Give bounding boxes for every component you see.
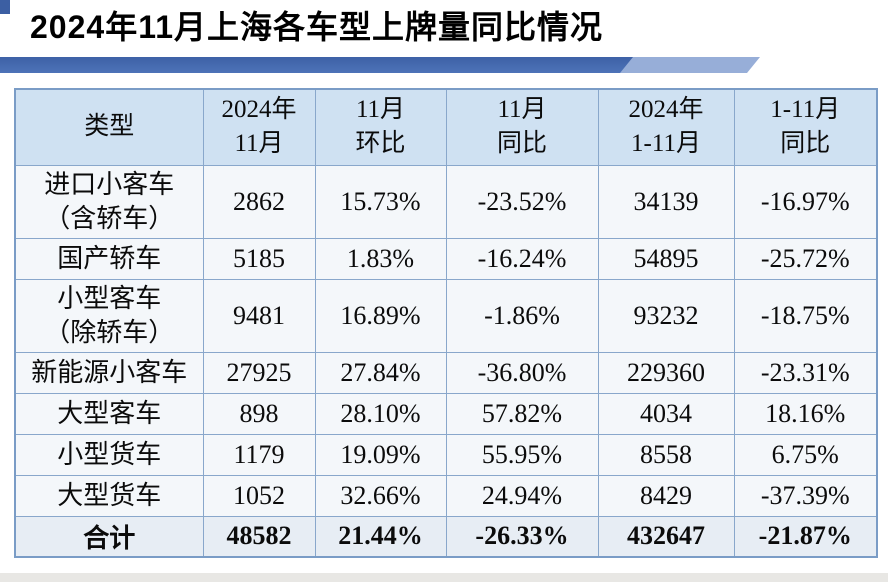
corner-accent-shape — [0, 0, 10, 14]
decorative-bar-light-segment — [620, 57, 760, 73]
cell-type: 新能源小客车 — [14, 351, 204, 394]
cell-mom: 1.83% — [314, 237, 447, 280]
header-line: 1-11月 — [631, 130, 701, 158]
table-row: 进口小客车 （含轿车） 2862 15.73% -23.52% 34139 -16… — [14, 164, 878, 239]
type-line: （含轿车） — [44, 203, 175, 233]
cell-mom: 16.89% — [314, 278, 447, 353]
col-header-mom: 11月环比 — [314, 88, 447, 166]
cell-yoy: -36.80% — [445, 351, 599, 394]
bottom-edge-strip — [0, 573, 888, 582]
cell-type: 合计 — [14, 515, 204, 558]
cell-ytd: 34139 — [597, 164, 735, 239]
cell-yoy: 24.94% — [445, 474, 599, 517]
cell-yoy: -16.24% — [445, 237, 599, 280]
cell-mom: 27.84% — [314, 351, 447, 394]
cell-ytd-yoy: -23.31% — [733, 351, 878, 394]
cell-ytd-yoy: -37.39% — [733, 474, 878, 517]
header-row: 类型 2024年 11月 11月 环比 11月 同比 2024年 1-11月 1-11月… — [14, 88, 878, 166]
cell-ytd-yoy: 6.75% — [733, 433, 878, 476]
cell-mom: 19.09% — [314, 433, 447, 476]
table-row: 小型货车 1179 19.09% 55.95% 8558 6.75% — [14, 433, 878, 476]
cell-type: 大型货车 — [14, 474, 204, 517]
cell-nov: 898 — [202, 392, 316, 435]
cell-ytd: 8558 — [597, 433, 735, 476]
table-row: 小型客车 （除轿车） 9481 16.89% -1.86% 93232 -18.7… — [14, 278, 878, 353]
type-line: 小型货车 — [57, 439, 162, 469]
header-line: 环比 — [355, 130, 406, 158]
cell-yoy: -1.86% — [445, 278, 599, 353]
cell-nov: 27925 — [202, 351, 316, 394]
page-title: 2024年11月上海各车型上牌量同比情况 — [30, 9, 604, 45]
table-row: 新能源小客车 27925 27.84% -36.80% 229360 -23.3… — [14, 351, 878, 394]
header-line: 同比 — [496, 130, 547, 158]
type-line: 大型客车 — [57, 398, 162, 428]
header-line: 11月 — [234, 130, 284, 158]
col-header-yoy: 11月同比 — [445, 88, 599, 166]
header-line: 11月 — [497, 96, 547, 124]
cell-ytd-yoy: -16.97% — [733, 164, 878, 239]
total-row: 合计 48582 21.44% -26.33% 432647 -21.87% — [14, 515, 878, 558]
header-line: 2024年 — [221, 96, 297, 124]
cell-ytd-yoy: 18.16% — [733, 392, 878, 435]
cell-mom: 21.44% — [314, 515, 447, 558]
table-row: 大型货车 1052 32.66% 24.94% 8429 -37.39% — [14, 474, 878, 517]
header-line: 11月 — [355, 96, 406, 124]
cell-yoy: 57.82% — [445, 392, 599, 435]
cell-ytd: 432647 — [597, 515, 735, 558]
cell-ytd: 229360 — [597, 351, 735, 394]
cell-ytd-yoy: -18.75% — [733, 278, 878, 353]
col-header-type: 类型 — [14, 88, 204, 166]
header-line: 同比 — [780, 130, 831, 158]
header-line: 类型 — [84, 113, 135, 141]
cell-nov: 2862 — [202, 164, 316, 239]
decorative-bar-dark-segment — [0, 57, 650, 73]
cell-type: 国产轿车 — [14, 237, 204, 280]
cell-type: 大型客车 — [14, 392, 204, 435]
decorative-bar — [0, 57, 888, 73]
cell-ytd-yoy: -21.87% — [733, 515, 878, 558]
cell-nov: 5185 — [202, 237, 316, 280]
type-line: 新能源小客车 — [31, 357, 188, 387]
header-line: 2024年 — [628, 96, 704, 124]
cell-ytd: 4034 — [597, 392, 735, 435]
cell-nov: 48582 — [202, 515, 316, 558]
cell-mom: 32.66% — [314, 474, 447, 517]
cell-mom: 28.10% — [314, 392, 447, 435]
cell-type: 小型货车 — [14, 433, 204, 476]
cell-type: 小型客车 （除轿车） — [14, 278, 204, 353]
col-header-nov: 2024年 11月 — [202, 88, 316, 166]
cell-ytd: 93232 — [597, 278, 735, 353]
cell-ytd-yoy: -25.72% — [733, 237, 878, 280]
type-line: 国产轿车 — [57, 243, 162, 273]
header-line: 1-11月 — [770, 96, 841, 124]
table-row: 国产轿车 5185 1.83% -16.24% 54895 -25.72% — [14, 237, 878, 280]
cell-mom: 15.73% — [314, 164, 447, 239]
type-line: （除轿车） — [44, 317, 175, 347]
registration-table: 类型 2024年 11月 11月 环比 11月 同比 2024年 1-11月 1-11月… — [14, 88, 878, 558]
table-row: 大型客车 898 28.10% 57.82% 4034 18.16% — [14, 392, 878, 435]
cell-nov: 1052 — [202, 474, 316, 517]
cell-nov: 1179 — [202, 433, 316, 476]
cell-yoy: -23.52% — [445, 164, 599, 239]
type-line: 大型货车 — [57, 480, 162, 510]
cell-yoy: -26.33% — [445, 515, 599, 558]
cell-nov: 9481 — [202, 278, 316, 353]
type-line: 进口小客车 — [44, 169, 175, 199]
cell-yoy: 55.95% — [445, 433, 599, 476]
cell-type: 进口小客车 （含轿车） — [14, 164, 204, 239]
col-header-ytd-yoy: 1-11月同比 — [733, 88, 878, 166]
cell-ytd: 8429 — [597, 474, 735, 517]
cell-ytd: 54895 — [597, 237, 735, 280]
type-line: 小型客车 — [57, 283, 162, 313]
col-header-ytd: 2024年 1-11月 — [597, 88, 735, 166]
